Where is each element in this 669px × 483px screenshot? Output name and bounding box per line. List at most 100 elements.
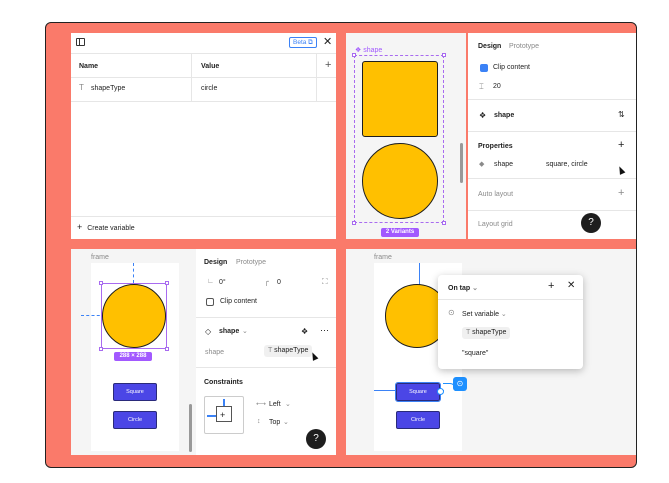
component-icon: ❖ [479,111,487,120]
text-type-icon: T [268,347,273,354]
design-panel-instance: Design Prototype ∟ 0° ╭ 0 ⛶ Clip content… [196,249,336,455]
component-icon[interactable]: ❖ [301,327,309,336]
variants-canvas: ❖ shape 2 Variants [346,33,466,239]
horizontal-constraint[interactable]: Left [269,401,281,408]
circle-button[interactable]: Circle [396,411,440,429]
connection-node[interactable] [437,388,444,395]
frame-canvas: frame 288 × 288 Square Circle [71,249,196,455]
tab-prototype[interactable]: Prototype [236,259,266,266]
more-options-icon[interactable]: ⋯ [320,325,329,335]
property-binding-pill[interactable]: T shapeType [264,345,313,357]
circle-button[interactable]: Circle [113,411,157,429]
rotation-value[interactable]: 0° [219,279,226,286]
add-column-icon[interactable]: + [325,59,332,71]
beta-badge-label: Beta [293,39,307,46]
spacing-value[interactable]: 20 [493,83,501,90]
variant-property-icon: ◆ [479,161,485,168]
sidebar-toggle-icon[interactable] [76,38,85,46]
spacing-icon: ⌶ [479,82,484,91]
component-icon: ❖ [355,47,362,54]
properties-title: Properties [478,143,513,150]
layout-grid-label[interactable]: Layout grid [478,221,513,228]
chevron-down-icon[interactable]: ⌄ [283,419,289,426]
chevron-down-icon[interactable]: ⌄ [242,328,248,335]
component-set-label: ❖ shape [355,46,382,54]
variable-value[interactable]: circle [201,85,218,92]
column-header-name: Name [79,63,99,70]
constraints-widget[interactable]: + [204,396,244,434]
column-header-value: Value [201,63,220,70]
variants-badge: 2 Variants [381,228,419,237]
close-icon[interactable]: ✕ [323,36,333,48]
horizontal-constraint-icon: ⟷ [256,401,267,408]
screenshot-frame: Beta ⧉ ✕ Name Value + T shapeType circle… [45,22,637,468]
cursor-icon [616,165,626,175]
shape-instance-selection[interactable] [101,283,167,349]
component-set-selection[interactable] [354,55,444,223]
size-badge: 288 × 288 [114,352,152,361]
circle-variant[interactable] [362,143,438,219]
clip-content-label: Clip content [220,298,257,305]
help-button[interactable]: ? [306,429,326,449]
property-name[interactable]: shape [494,161,514,168]
frame-label: frame [91,254,109,261]
add-action-icon[interactable]: + [548,280,555,292]
component-set-name: shape [363,47,383,54]
design-panel-properties: Design Prototype Clip content ⌶ 20 ❖ sha… [468,33,636,239]
variable-value[interactable]: "square" [462,350,489,357]
table-row[interactable]: T shapeType circle [71,78,336,100]
instance-name[interactable]: shape [219,328,240,335]
tab-prototype[interactable]: Prototype [509,43,539,50]
square-button[interactable]: Square [395,382,441,402]
tab-design[interactable]: Design [478,43,502,50]
clip-content-checkbox[interactable] [206,298,214,306]
scrollbar[interactable] [189,404,192,452]
clip-content-checkbox[interactable] [480,64,488,72]
add-auto-layout-icon[interactable]: + [618,187,625,199]
expand-corners-icon[interactable]: ⛶ [322,277,328,286]
corner-radius-value[interactable]: 0 [277,279,281,286]
chevron-down-icon: ⌄ [472,285,478,292]
interaction-popup: On tap ⌄ + ✕ ⊙ Set variable ⌄ T shapeTyp… [438,275,583,369]
adjust-icon[interactable]: ⇅ [618,110,625,119]
variable-name: shapeType [472,329,507,336]
prototype-canvas: frame Square Circle ⊙ On tap ⌄ + ✕ ⊙ Set… [346,249,636,455]
text-type-icon: T [466,329,471,336]
create-variable-button[interactable]: + Create variable [77,222,135,232]
component-name[interactable]: shape [494,112,515,119]
scrollbar[interactable] [460,143,463,183]
square-button[interactable]: Square [113,383,157,401]
plus-icon: + [77,222,83,232]
create-variable-label: Create variable [87,225,135,232]
tab-design[interactable]: Design [204,259,228,266]
beta-badge: Beta ⧉ [289,37,317,48]
interaction-icon[interactable]: ⊙ [453,377,467,391]
circle-shape[interactable] [102,284,166,348]
add-property-icon[interactable]: + [618,139,625,151]
chevron-down-icon: ⌄ [500,311,507,318]
rotation-icon: ∟ [207,278,214,285]
instance-icon: ◇ [205,327,212,336]
property-value[interactable]: square, circle [546,161,588,168]
variable-name[interactable]: shapeType [91,85,126,92]
variables-panel: Beta ⧉ ✕ Name Value + T shapeType circle… [71,33,336,239]
variable-pill[interactable]: T shapeType [462,327,511,339]
chevron-down-icon[interactable]: ⌄ [285,401,291,408]
close-icon[interactable]: ✕ [567,280,576,291]
constraints-title: Constraints [204,379,243,386]
trigger-dropdown[interactable]: On tap ⌄ [448,284,478,292]
help-button[interactable]: ? [581,213,601,233]
text-type-icon: T [79,83,84,92]
square-variant[interactable] [362,61,438,137]
auto-layout-label[interactable]: Auto layout [478,191,514,198]
vertical-constraint[interactable]: Top [269,419,281,426]
action-dropdown[interactable]: Set variable ⌄ [462,310,507,318]
vertical-constraint-icon: ↕ [257,418,261,425]
corner-radius-icon: ╭ [264,277,269,286]
clip-content-label: Clip content [493,64,530,71]
property-binding-value: shapeType [274,347,309,354]
trigger-label: On tap [448,285,471,292]
frame-label: frame [374,254,392,261]
variable-action-icon: ⊙ [448,308,455,317]
cursor-icon [309,351,319,361]
